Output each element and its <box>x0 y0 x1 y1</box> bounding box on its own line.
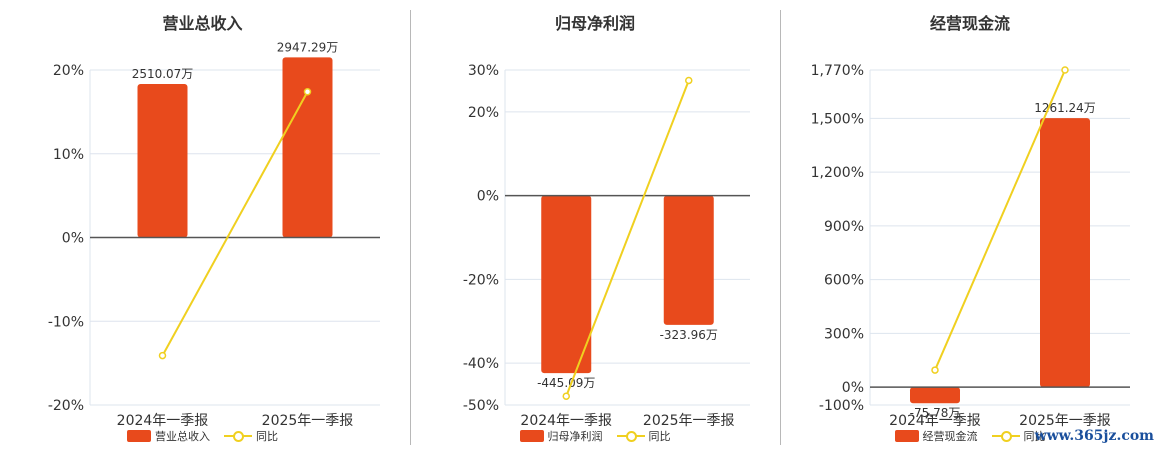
legend-bar-label: 经营现金流 <box>922 430 978 443</box>
chart-panel-cash-flow: 经营现金流 1,770% 1,500% 1,200% 900% 600% 300% 0% -1… <box>780 0 1160 450</box>
bar-data-label: 1261.24万 <box>1034 101 1096 115</box>
chart-plot: 20% 10% 0% -10% -20% 2510.07万 2947.29万 2024年一季报… <box>48 40 380 429</box>
y-tick-label: 0% <box>477 189 499 205</box>
legend-item-bar[interactable]: 归母净利润 <box>519 428 603 444</box>
legend-item-line[interactable]: 同比 <box>991 428 1046 444</box>
line-point <box>685 76 693 85</box>
y-tick-label: 0% <box>62 231 84 247</box>
y-tick-label: -100% <box>819 398 864 414</box>
chart-legend: 经营现金流 同比 <box>780 428 1160 444</box>
legend-line-swatch <box>616 430 645 442</box>
x-tick-label: 2024年一季报 <box>117 413 209 429</box>
legend-line-label: 同比 <box>1023 430 1046 443</box>
legend-bar-swatch <box>127 430 151 442</box>
line-point <box>931 366 939 374</box>
y-tick-label: 1,200% <box>811 165 864 181</box>
x-tick-label: 2024年一季报 <box>889 413 981 429</box>
bar-data-label: -323.96万 <box>660 328 718 342</box>
legend-bar-label: 归母净利润 <box>547 430 603 443</box>
legend-item-line[interactable]: 同比 <box>616 428 671 444</box>
legend-item-line[interactable]: 同比 <box>224 428 278 444</box>
line-series <box>565 80 690 397</box>
y-tick-label: 20% <box>468 105 499 121</box>
y-tick-label: -40% <box>463 356 499 372</box>
y-tick-label: 600% <box>824 273 864 289</box>
bar-data-label: 2510.07万 <box>132 67 194 81</box>
chart-title: 经营现金流 <box>929 14 1010 33</box>
y-tick-label: -50% <box>463 398 499 414</box>
y-tick-label: 900% <box>824 219 864 235</box>
y-tick-label: -10% <box>48 314 84 330</box>
y-tick-label: 1,500% <box>811 111 864 127</box>
bar-1 <box>282 57 333 238</box>
legend-bar-swatch <box>519 430 544 442</box>
chart-title: 归母净利润 <box>554 14 635 33</box>
y-tick-label: -20% <box>463 272 499 288</box>
x-tick-label: 2024年一季报 <box>520 413 612 429</box>
chart-title: 营业总收入 <box>162 14 243 33</box>
y-tick-label: 300% <box>824 326 864 342</box>
bar-0 <box>541 195 592 374</box>
chart-plot: 1,770% 1,500% 1,200% 900% 600% 300% 0% -100% -75… <box>811 63 1130 429</box>
bar-1 <box>663 195 714 325</box>
chart-panel-net-profit: 归母净利润 30% 20% 0% -20% -40% -50% -445.09万 -323.9… <box>410 0 780 450</box>
line-point <box>1061 66 1069 74</box>
chart-legend: 归母净利润 同比 <box>410 428 780 444</box>
bar-1 <box>1040 118 1090 388</box>
chart-legend: 营业总收入 同比 <box>0 428 405 444</box>
bar-0 <box>910 387 960 404</box>
watermark-text: www.365jz.com <box>1034 428 1154 444</box>
panel-divider <box>780 10 781 445</box>
y-tick-label: -20% <box>48 398 84 414</box>
y-tick-label: 20% <box>53 63 84 79</box>
line-series <box>934 69 1066 371</box>
legend-bar-label: 营业总收入 <box>155 430 210 443</box>
line-series <box>161 91 309 357</box>
bar-data-label: -75.78万 <box>910 406 961 420</box>
legend-line-label: 同比 <box>256 430 278 443</box>
line-point <box>562 392 570 400</box>
y-tick-label: 10% <box>53 147 84 163</box>
bar-data-label: -445.09万 <box>537 376 595 390</box>
y-tick-label: 0% <box>842 380 864 396</box>
bar-data-label: 2947.29万 <box>277 40 339 54</box>
line-point <box>158 351 167 360</box>
chart-plot: 30% 20% 0% -20% -40% -50% -445.09万 -323.96万 2024… <box>463 63 750 429</box>
y-tick-label: 1,770% <box>811 63 864 79</box>
line-point <box>303 88 312 96</box>
y-tick-label: 30% <box>468 63 499 79</box>
bar-0 <box>137 84 188 238</box>
chart-panel-revenue: 营业总收入 20% 10% 0% -10% -20% 2510.07万 2947.29万 20… <box>0 0 405 450</box>
legend-line-label: 同比 <box>648 430 671 443</box>
x-tick-label: 2025年一季报 <box>262 413 354 429</box>
panel-divider <box>410 10 411 445</box>
legend-line-swatch <box>991 430 1020 442</box>
x-tick-label: 2025年一季报 <box>643 413 735 429</box>
legend-item-bar[interactable]: 营业总收入 <box>127 428 210 444</box>
legend-line-swatch <box>224 430 252 442</box>
legend-bar-swatch <box>894 430 919 442</box>
x-tick-label: 2025年一季报 <box>1019 413 1111 429</box>
legend-item-bar[interactable]: 经营现金流 <box>894 428 978 444</box>
